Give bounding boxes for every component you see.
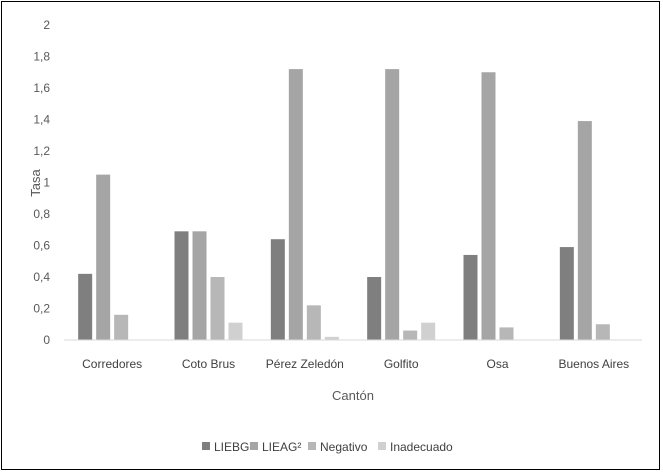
bar-negativo-0 <box>114 314 129 340</box>
legend-label: LIEAG² <box>262 440 301 454</box>
legend-swatch <box>202 442 210 450</box>
bar-negativo-3 <box>403 330 418 340</box>
bar-inadecuado-1 <box>228 322 243 340</box>
bar-negativo-5 <box>595 324 610 340</box>
category-label: Coto Brus <box>182 357 235 371</box>
category-label: Golfito <box>384 357 419 371</box>
bar-lieag-2 <box>288 69 303 340</box>
legend-swatch <box>378 442 386 450</box>
bar-lieag-5 <box>577 121 592 340</box>
bar-chart: 00,20,40,60,811,21,41,61,82 Corredores Co… <box>28 18 642 454</box>
bar-negativo-2 <box>306 305 321 340</box>
legend-label: LIEBG¹ <box>214 440 253 454</box>
y-tick-label: 0 <box>43 333 50 347</box>
bar-liebg-3 <box>367 277 382 340</box>
y-tick-label: 1,6 <box>33 81 50 95</box>
y-tick-label: 2 <box>43 18 50 32</box>
bars <box>78 69 610 340</box>
y-tick-label: 0,2 <box>33 302 50 316</box>
category-labels: Corredores Coto Brus Pérez Zeledón Golfito O… <box>82 357 629 371</box>
y-tick-label: 1 <box>43 176 50 190</box>
bar-lieag-1 <box>192 231 207 340</box>
bar-lieag-4 <box>481 72 496 340</box>
legend-label: Negativo <box>320 440 368 454</box>
y-tick-label: 1,4 <box>33 113 50 127</box>
legend-swatch <box>308 442 316 450</box>
bar-negativo-1 <box>210 277 225 340</box>
category-label: Osa <box>486 357 508 371</box>
legend: LIEBG¹ LIEAG² Negativo Inadecuado <box>202 440 453 454</box>
y-tick-label: 1,2 <box>33 144 50 158</box>
x-axis-title: Cantón <box>332 388 374 403</box>
bar-negativo-4 <box>499 327 514 340</box>
category-label: Pérez Zeledón <box>266 357 344 371</box>
bar-lieag-3 <box>385 69 400 340</box>
category-label: Corredores <box>82 357 142 371</box>
bar-lieag-0 <box>96 174 111 340</box>
y-tick-label: 0,4 <box>33 270 50 284</box>
y-tick-label: 1,8 <box>33 50 50 64</box>
y-axis-title: Tasa <box>28 169 43 197</box>
bar-liebg-2 <box>270 239 285 340</box>
y-tick-label: 0,6 <box>33 239 50 253</box>
y-tick-labels: 0 0,2 0,4 0,6 0,8 1 1,2 1,4 1,6 1,8 2 <box>33 18 50 347</box>
bar-inadecuado-2 <box>324 336 339 340</box>
legend-swatch <box>250 442 258 450</box>
bar-liebg-1 <box>174 231 189 340</box>
category-label: Buenos Aires <box>558 357 629 371</box>
bar-inadecuado-3 <box>421 322 436 340</box>
bar-liebg-0 <box>78 273 93 340</box>
legend-label: Inadecuado <box>390 440 453 454</box>
y-tick-label: 0,8 <box>33 207 50 221</box>
bar-liebg-4 <box>463 254 478 340</box>
bar-liebg-5 <box>559 247 574 340</box>
